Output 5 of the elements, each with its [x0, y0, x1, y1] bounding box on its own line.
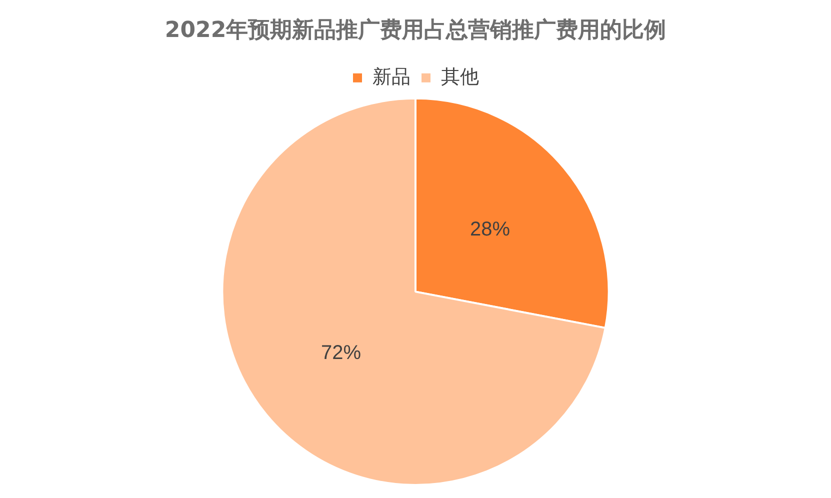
legend-label: 新品 — [372, 66, 410, 88]
legend-label: 其他 — [441, 66, 479, 88]
data-label: 28% — [470, 218, 510, 241]
data-label: 72% — [321, 342, 362, 364]
chart-title: 2022年预期新品推广费用占总营销推广费用的比例 — [164, 16, 666, 43]
